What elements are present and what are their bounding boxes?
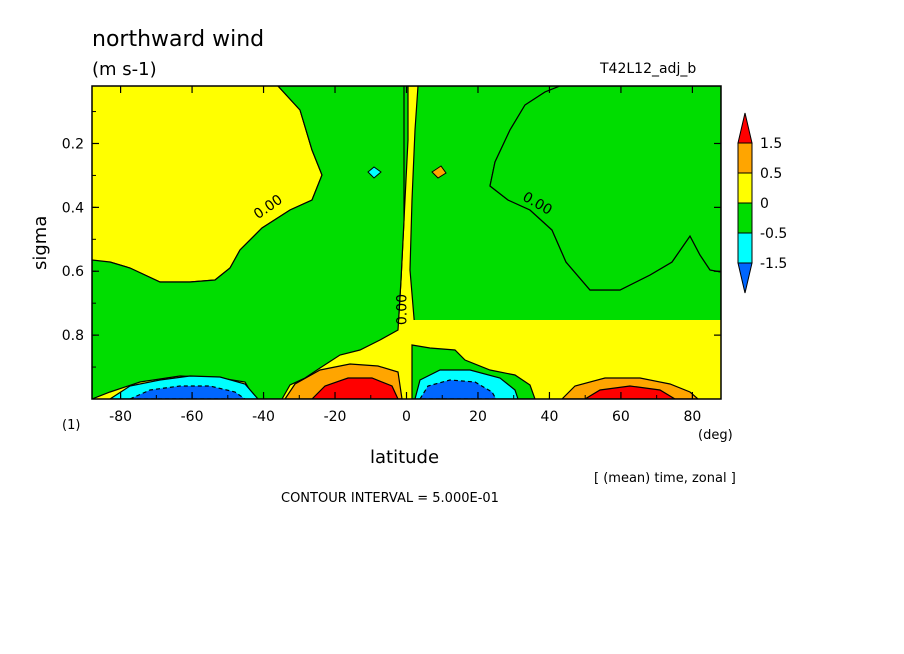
colorbar-swatch <box>737 172 753 204</box>
x-tick-label: 0 <box>402 409 411 425</box>
contour-interval-text: CONTOUR INTERVAL = 5.000E-01 <box>281 491 499 506</box>
positive-core-north-inner <box>583 385 677 399</box>
negative-region-northeast <box>489 86 721 291</box>
y-tick-label: 0.4 <box>62 200 84 216</box>
colorbar-swatch <box>737 232 753 264</box>
y-tick-label: 0.2 <box>62 136 84 152</box>
average-note: [ (mean) time, zonal ] <box>594 471 736 486</box>
colorbar-label: 0.5 <box>760 166 782 182</box>
y-axis-label: sigma <box>30 216 51 270</box>
colorbar-swatch <box>737 262 753 294</box>
small-negative-cell <box>367 166 382 179</box>
x-tick-label: -80 <box>109 409 132 425</box>
run-label: T42L12_adj_b <box>599 61 696 77</box>
negative-core-north-inner <box>419 379 497 399</box>
x-tick-label: 80 <box>683 409 701 425</box>
x-tick-label: 40 <box>541 409 559 425</box>
y-tick-label: 0.6 <box>62 264 84 280</box>
x-tick-label: -40 <box>252 409 275 425</box>
colorbar: 1.5 0.5 0 -0.5 -1.5 <box>737 112 787 294</box>
x-tick-label: 20 <box>469 409 487 425</box>
x-tick-label: -20 <box>324 409 347 425</box>
small-positive-cell <box>431 165 447 179</box>
colorbar-label: -1.5 <box>760 256 787 272</box>
colorbar-swatch <box>737 142 753 174</box>
colorbar-label: 0 <box>760 196 769 212</box>
plot-area: 0.00 0.000.00 <box>91 85 722 400</box>
colorbar-label: -0.5 <box>760 226 787 242</box>
y-axis: 0.2 0.4 0.6 0.8 <box>62 111 721 400</box>
negative-core-south-inner <box>129 385 247 399</box>
y-tick-label: 0.8 <box>62 328 84 344</box>
colorbar-swatch <box>737 112 753 144</box>
x-axis-label: latitude <box>370 447 439 468</box>
colorbar-label: 1.5 <box>760 136 782 152</box>
x-tick-label: 60 <box>612 409 630 425</box>
chart-title: northward wind <box>92 27 264 52</box>
x-unit: (deg) <box>698 428 733 443</box>
chart-units: (m s-1) <box>92 59 157 80</box>
colorbar-swatch <box>737 202 753 234</box>
panel-label: (1) <box>62 418 80 433</box>
x-tick-label: -60 <box>181 409 204 425</box>
x-axis: -80 -60 -40 -20 0 20 40 60 80 <box>109 86 701 425</box>
contour-label: 0.00 <box>395 294 411 325</box>
positive-core-south-inner <box>311 377 399 399</box>
